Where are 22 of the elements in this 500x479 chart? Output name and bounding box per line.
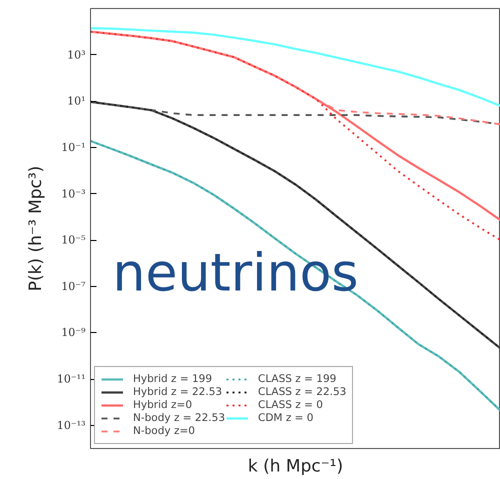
legend-label: CDM z = 0	[258, 412, 314, 424]
y-tick-label: 10⁻³	[61, 187, 86, 200]
legend-label: Hybrid z = 199	[133, 373, 212, 385]
y-tick-label: 10⁻⁷	[61, 280, 86, 293]
y-tick-label: 10⁻¹	[61, 140, 86, 154]
y-axis-title: P(k) (h⁻³ Mpc³)	[26, 166, 46, 292]
legend-label: CLASS z = 0	[258, 399, 323, 411]
legend-label: CLASS z = 199	[258, 373, 336, 385]
y-tick-label: 10⁻⁵	[61, 234, 86, 247]
line-series	[90, 27, 500, 108]
y-tick-label: 10⁻¹³	[56, 418, 86, 432]
y-tick-label: 10³	[67, 48, 86, 62]
legend-label: N-body z = 22.53	[133, 412, 225, 424]
legend-label: Hybrid z=0	[133, 399, 192, 411]
legend-label: Hybrid z = 22.53	[133, 386, 222, 398]
y-tick-label: 10⁻⁹	[61, 326, 86, 340]
legend-label: N-body z=0	[133, 425, 195, 437]
legend-label: CLASS z = 22.53	[258, 386, 346, 398]
y-tick-label: 10⁻¹¹	[56, 372, 86, 386]
x-axis-title: k (h Mpc⁻¹)	[248, 456, 344, 476]
y-tick-label: 10¹	[67, 94, 86, 108]
line-series	[90, 30, 500, 126]
